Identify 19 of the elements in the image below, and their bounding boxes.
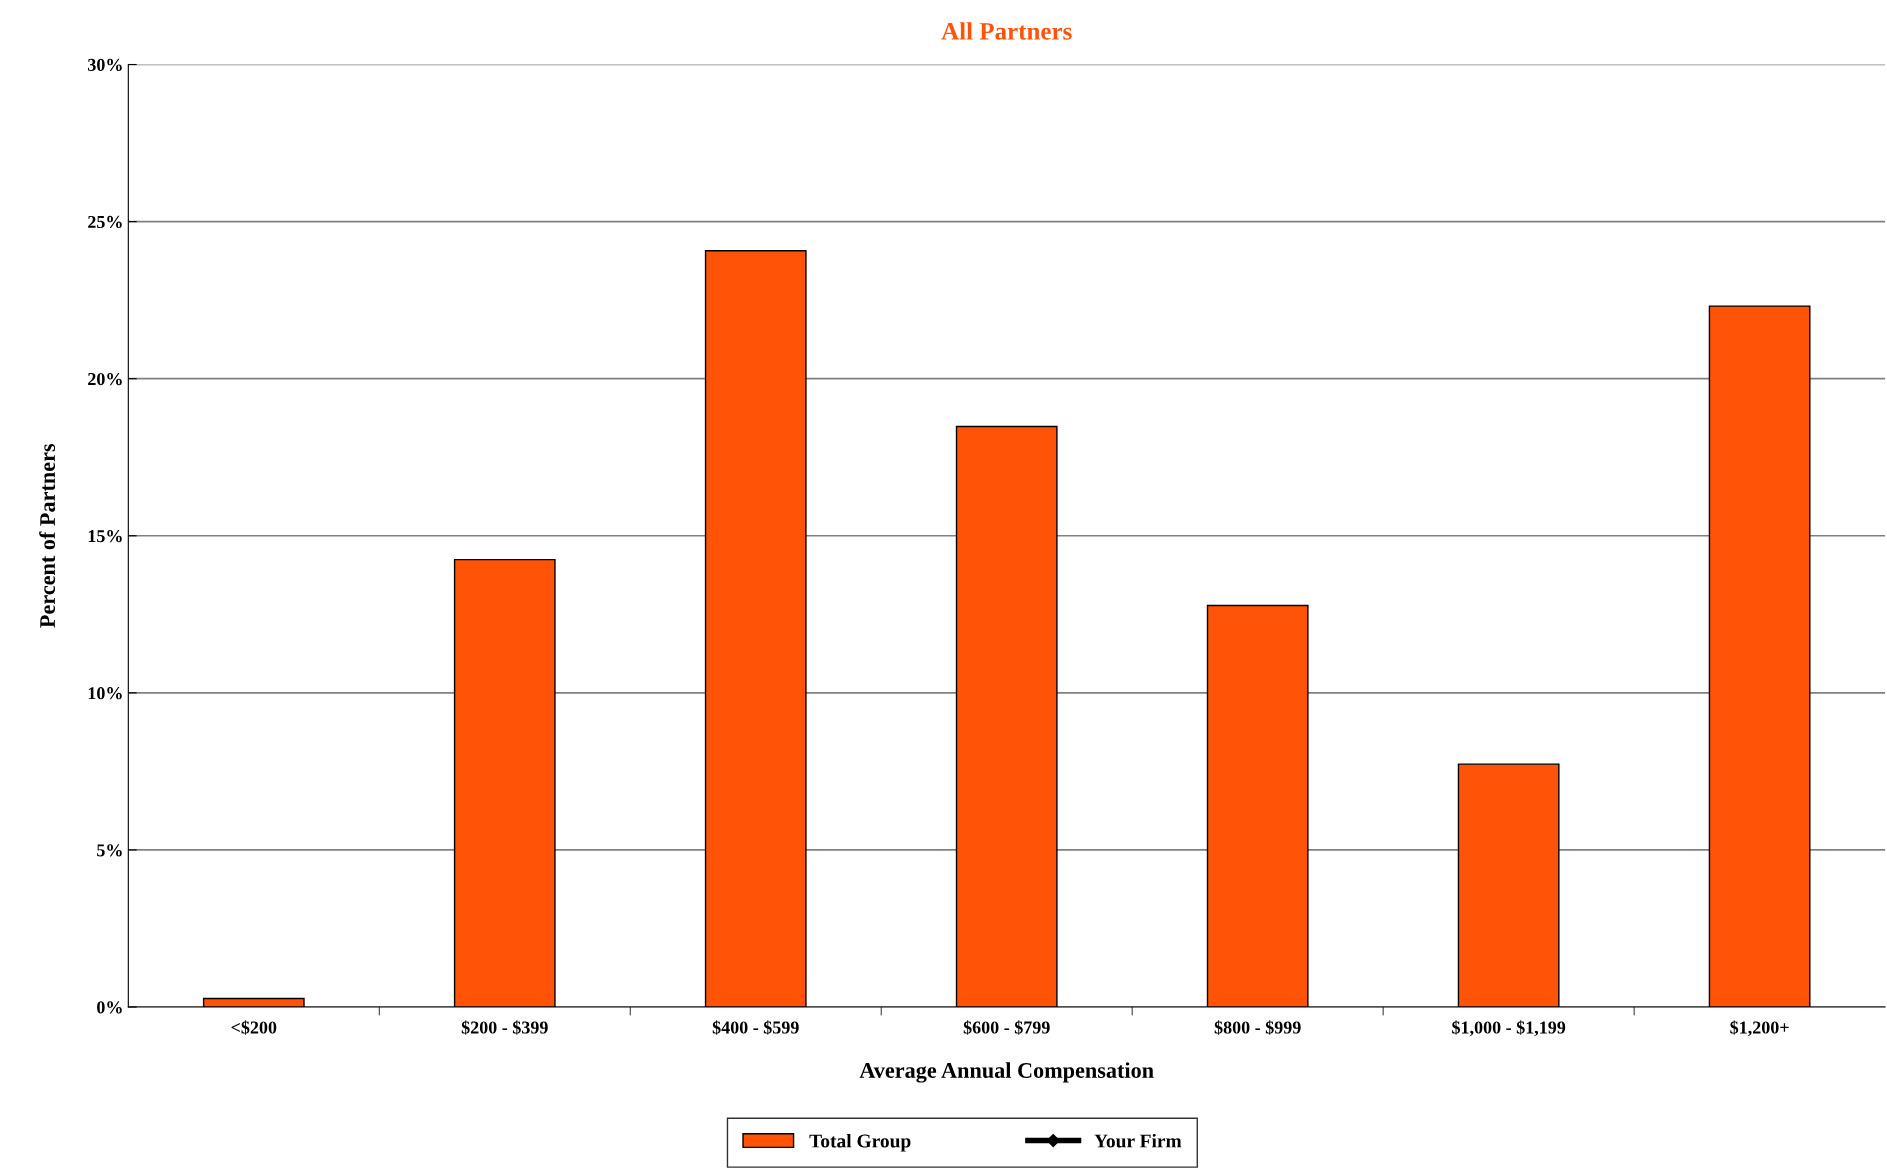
y-tick-label: 10%	[88, 687, 122, 700]
x-tick-label: $200 - $399	[461, 1020, 548, 1035]
x-axis-title: Average Annual Compensation	[859, 1062, 1154, 1083]
x-tick-label: $600 - $799	[963, 1020, 1050, 1035]
x-tick-label: $400 - $599	[712, 1020, 799, 1035]
y-tick-label: 30%	[88, 58, 122, 72]
y-tick-label: 25%	[88, 215, 122, 229]
legend-label: Total Group	[809, 1133, 911, 1152]
y-axis-title: Percent of Partners	[39, 443, 56, 628]
y-tick-label: 15%	[88, 530, 122, 543]
y-tick-label: 20%	[88, 372, 122, 386]
y-tick-label: 5%	[97, 844, 122, 857]
x-tick-label: $800 - $999	[1214, 1020, 1301, 1035]
y-tick-label: 0%	[97, 1001, 122, 1014]
x-tick-label: $1,200+	[1730, 1020, 1789, 1037]
legend-label: Your Firm	[1094, 1133, 1182, 1148]
chart-title: All Partners	[941, 22, 1072, 40]
x-tick-label: $1,000 - $1,199	[1452, 1020, 1566, 1037]
x-tick-label: <$200	[231, 1020, 277, 1035]
